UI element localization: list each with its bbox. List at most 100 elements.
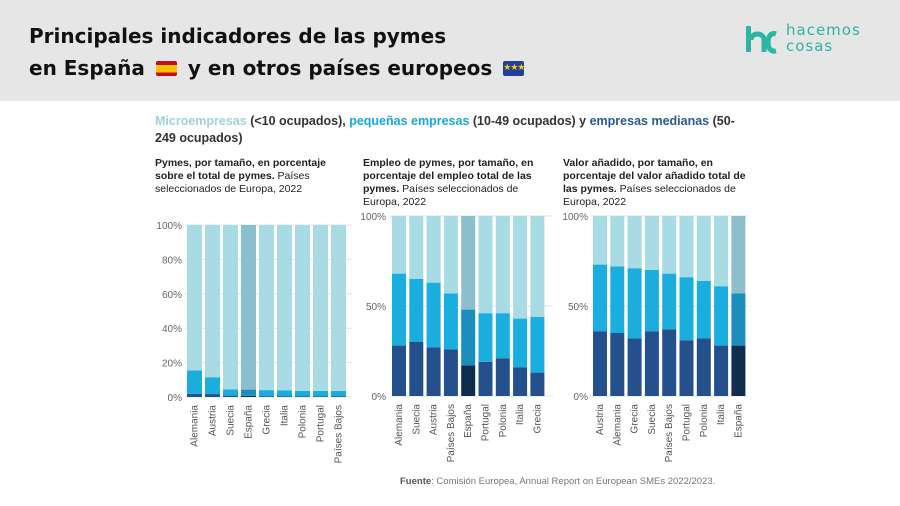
bar-segment-small — [443, 293, 458, 350]
bar-segment-small — [627, 268, 642, 339]
bar-segment-micro — [679, 216, 694, 278]
logo-line-2: cosas — [786, 37, 834, 55]
bar-segment-medium — [627, 338, 642, 396]
x-tick-label: Polonia — [498, 404, 509, 438]
x-tick-label: Italia — [515, 404, 526, 426]
bar-segment-micro — [223, 225, 238, 390]
bar-segment-small — [731, 293, 746, 346]
bar-segment-small — [513, 318, 528, 368]
panel-3-title-normal: Países seleccionados de Europa, 2022 — [563, 183, 736, 208]
x-tick-label: Austria — [208, 405, 219, 437]
bar-segment-small — [696, 280, 711, 339]
x-tick-label: Alemania — [394, 404, 405, 446]
bar-segment-micro — [295, 225, 310, 391]
title-line-2-a: en España — [29, 56, 145, 80]
logo-line-1: hacemos — [786, 21, 861, 39]
bar-segment-micro — [610, 216, 625, 267]
bar-segment-small — [205, 377, 220, 395]
bar-segment-medium — [644, 331, 659, 396]
title-line-2-b: y en otros países europeos — [187, 56, 493, 80]
y-tick-label: 100% — [156, 221, 182, 232]
bar-segment-micro — [259, 225, 274, 391]
bar-segment-micro — [241, 225, 256, 390]
x-tick-label: Portugal — [682, 404, 693, 441]
bar-segment-micro — [461, 216, 476, 310]
legend-small: pequeñas empresas — [349, 114, 470, 128]
bar-segment-small — [313, 390, 328, 397]
y-tick-label: 0% — [372, 392, 387, 403]
bar-segment-medium — [461, 365, 476, 396]
bar-segment-micro — [392, 216, 406, 274]
bar-segment-small — [241, 389, 256, 396]
bar-segment-small — [331, 390, 346, 397]
bar-segment-small — [259, 390, 274, 397]
bar-segment-small — [530, 316, 545, 373]
bar-segment-medium — [277, 396, 292, 397]
source-label: Fuente — [400, 476, 432, 487]
bar-segment-medium — [662, 329, 677, 396]
panel-1-title-bold: Pymes, por tamaño, en porcentaje sobre e… — [155, 157, 326, 182]
bar-segment-medium — [205, 394, 220, 397]
bar-segment-micro — [277, 225, 292, 391]
bar-segment-medium — [610, 333, 625, 396]
y-tick-label: 0% — [574, 392, 589, 403]
x-tick-label: Suecia — [411, 404, 422, 435]
bar-segment-small — [392, 273, 406, 346]
bar-segment-small — [277, 390, 292, 397]
bar-segment-medium — [731, 345, 746, 396]
bar-segment-small — [461, 309, 476, 366]
x-tick-label: Polonia — [298, 405, 309, 439]
bar-segment-medium — [241, 395, 256, 397]
x-tick-label: Países Bajos — [334, 405, 345, 463]
bar-segment-micro — [644, 216, 659, 270]
bar-segment-medium — [530, 372, 545, 396]
source-note: Fuente: Comisión Europea, Annual Report … — [400, 476, 715, 487]
y-tick-label: 40% — [162, 324, 182, 335]
bar-segment-medium — [593, 331, 607, 396]
bar-segment-micro — [187, 225, 202, 371]
bar-segment-small — [187, 370, 202, 394]
bar-segment-medium — [313, 396, 328, 397]
panel-2-title-normal: Países seleccionados de Europa, 2022 — [363, 183, 519, 208]
bar-segment-medium — [495, 358, 510, 396]
x-tick-label: Grecia — [262, 405, 273, 435]
page-title: Principales indicadores de las pymes en … — [29, 20, 528, 84]
bar-segment-micro — [426, 216, 441, 283]
legend-micro: Microempresas — [155, 114, 247, 128]
bar-segment-medium — [513, 367, 528, 396]
y-tick-label: 60% — [162, 290, 182, 301]
bar-segment-small — [295, 390, 310, 397]
bar-segment-micro — [495, 216, 510, 314]
y-tick-label: 100% — [562, 212, 588, 223]
x-tick-label: Austria — [429, 404, 440, 436]
bar-segment-medium — [714, 345, 729, 396]
legend-medium: empresas medianas — [589, 114, 710, 128]
panel-2-title-bold: Empleo de pymes, por tamaño, en porcenta… — [363, 157, 534, 195]
title-line-1: Principales indicadores de las pymes — [29, 24, 447, 48]
bar-segment-micro — [478, 216, 493, 314]
bar-segment-small — [409, 279, 424, 342]
bar-segment-medium — [331, 396, 346, 397]
x-tick-label: Portugal — [481, 404, 492, 441]
panel-2-title: Empleo de pymes, por tamaño, en porcenta… — [363, 157, 553, 209]
y-tick-label: 50% — [366, 302, 386, 313]
x-tick-label: Alemania — [612, 404, 623, 446]
x-tick-label: Suecia — [647, 404, 658, 435]
y-tick-label: 80% — [162, 255, 182, 266]
x-tick-label: Austria — [595, 404, 606, 436]
x-tick-label: Alemania — [190, 405, 201, 447]
x-tick-label: Grecia — [630, 404, 641, 434]
bar-segment-micro — [662, 216, 677, 274]
bar-segment-small — [478, 313, 493, 362]
bar-segment-micro — [513, 216, 528, 319]
bar-segment-medium — [259, 396, 274, 397]
bar-segment-small — [679, 277, 694, 341]
bar-segment-medium — [223, 395, 238, 397]
legend-small-range: (10-49 ocupados) y — [472, 114, 587, 128]
x-tick-label: Polonia — [699, 404, 710, 438]
spain-flag-icon — [155, 61, 177, 76]
source-text: : Comisión Europea, Annual Report on Eur… — [431, 476, 716, 487]
bar-segment-micro — [696, 216, 711, 281]
y-tick-label: 100% — [360, 212, 386, 223]
x-tick-label: Italia — [716, 404, 727, 426]
